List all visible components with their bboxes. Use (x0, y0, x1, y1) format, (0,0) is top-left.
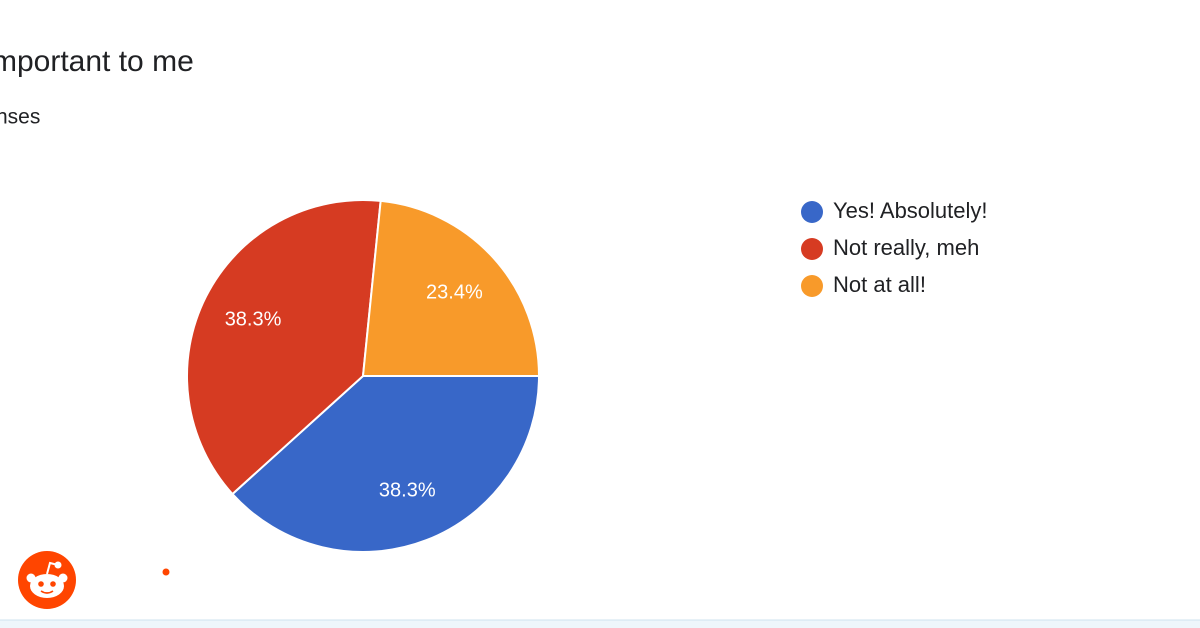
reddit-logo[interactable] (18, 551, 76, 609)
pie-slice (361, 199, 541, 377)
pie-slice (186, 199, 382, 496)
legend: Yes! Absolutely! Not really, meh Not at al… (801, 198, 988, 297)
pie-slice (231, 375, 541, 553)
legend-swatch (801, 238, 823, 260)
slice-label: 38.3% (225, 309, 282, 331)
slice-label: 23.4% (426, 282, 483, 304)
legend-label: Not at all! (833, 272, 926, 297)
chart-title: mportant to me (0, 45, 194, 78)
chart-subtitle: nses (0, 106, 40, 129)
legend-swatch (801, 201, 823, 223)
dot (162, 568, 170, 576)
legend-label: Not really, meh (833, 235, 979, 260)
legend-swatch (801, 275, 823, 297)
slice-label: 38.3% (379, 479, 436, 501)
bottom-bar (0, 620, 1200, 628)
legend-label: Yes! Absolutely! (833, 198, 988, 223)
pie: 38.3% 38.3% 23.4% (186, 199, 541, 553)
